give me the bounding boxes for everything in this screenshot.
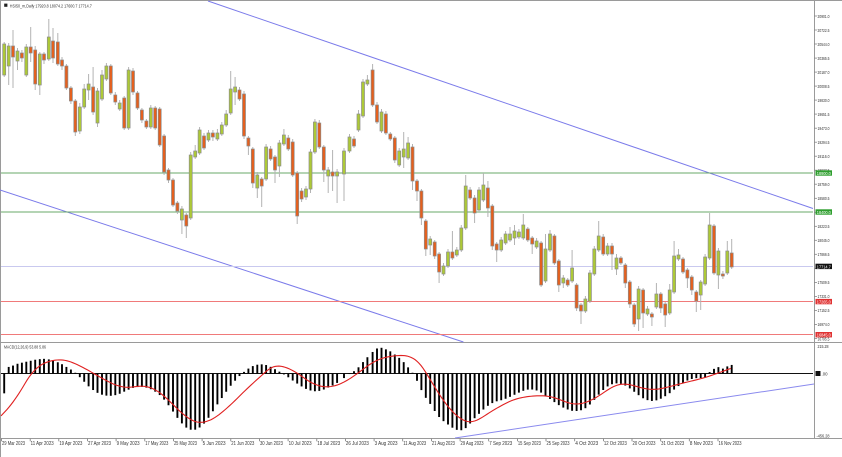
svg-text:16974.0: 16974.0 xyxy=(818,322,830,327)
svg-text:11 Apr 2023: 11 Apr 2023 xyxy=(31,441,54,447)
svg-text:17866.5: 17866.5 xyxy=(818,252,830,257)
svg-text:8 Nov 2023: 8 Nov 2023 xyxy=(690,441,713,447)
svg-text:19473.0: 19473.0 xyxy=(818,126,830,131)
svg-text:11 Aug 2023: 11 Aug 2023 xyxy=(403,441,426,447)
svg-text:17152.5: 17152.5 xyxy=(818,308,830,313)
svg-text:31 Oct 2023: 31 Oct 2023 xyxy=(661,441,684,447)
svg-text:19 Apr 2023: 19 Apr 2023 xyxy=(59,441,82,447)
svg-text:21 Aug 2023: 21 Aug 2023 xyxy=(432,441,455,447)
svg-text:29 Aug 2023: 29 Aug 2023 xyxy=(461,441,484,447)
svg-text:18900.0: 18900.0 xyxy=(817,171,831,176)
svg-text:20901.0: 20901.0 xyxy=(818,14,830,19)
svg-text:17 May 2023: 17 May 2023 xyxy=(145,441,168,447)
svg-text:17331.0: 17331.0 xyxy=(818,294,830,299)
svg-text:20008.5: 20008.5 xyxy=(818,84,830,89)
svg-text:.00: .00 xyxy=(822,372,828,377)
svg-text:20722.5: 20722.5 xyxy=(818,28,830,33)
svg-text:HSI50_m,Daily 17920.8 18074.2: HSI50_m,Daily 17920.8 18074.2 17600.7 17… xyxy=(10,4,92,9)
svg-text:16795.5: 16795.5 xyxy=(818,336,830,341)
svg-text:4 Oct 2023: 4 Oct 2023 xyxy=(575,441,598,447)
svg-text:-456.28: -456.28 xyxy=(817,433,830,438)
svg-text:18580.5: 18580.5 xyxy=(818,196,830,201)
svg-text:19830.0: 19830.0 xyxy=(818,98,830,103)
svg-text:30 Jun 2023: 30 Jun 2023 xyxy=(260,441,283,447)
svg-text:19116.0: 19116.0 xyxy=(818,154,830,159)
svg-text:7 Sep 2023: 7 Sep 2023 xyxy=(489,441,512,447)
svg-text:18045.0: 18045.0 xyxy=(818,238,830,243)
svg-text:9 May 2023: 9 May 2023 xyxy=(117,441,140,447)
svg-text:16845.0: 16845.0 xyxy=(817,333,831,338)
svg-text:29 Mar 2023: 29 Mar 2023 xyxy=(2,441,25,447)
svg-text:18400.0: 18400.0 xyxy=(817,210,831,215)
svg-text:18223.5: 18223.5 xyxy=(818,224,830,229)
svg-text:215.28: 215.28 xyxy=(818,344,829,349)
svg-text:12 Oct 2023: 12 Oct 2023 xyxy=(604,441,627,447)
svg-text:10 Jul 2023: 10 Jul 2023 xyxy=(289,441,312,447)
svg-text:16 Nov 2023: 16 Nov 2023 xyxy=(719,441,742,447)
svg-text:27 Apr 2023: 27 Apr 2023 xyxy=(88,441,111,447)
svg-text:17509.5: 17509.5 xyxy=(818,280,830,285)
svg-text:20 Oct 2023: 20 Oct 2023 xyxy=(633,441,656,447)
svg-text:18759.0: 18759.0 xyxy=(818,182,830,187)
svg-text:21 Jun 2023: 21 Jun 2023 xyxy=(231,441,254,447)
svg-text:19294.5: 19294.5 xyxy=(818,140,830,145)
svg-text:20187.0: 20187.0 xyxy=(818,70,830,75)
svg-text:20365.5: 20365.5 xyxy=(818,56,830,61)
svg-text:MACD(12,26,9) 53.88 5.86: MACD(12,26,9) 53.88 5.86 xyxy=(4,345,46,350)
svg-text:26 Jul 2023: 26 Jul 2023 xyxy=(346,441,369,447)
svg-text:17265.0: 17265.0 xyxy=(817,300,831,305)
svg-text:18 Jul 2023: 18 Jul 2023 xyxy=(317,441,340,447)
svg-text:25 Sep 2023: 25 Sep 2023 xyxy=(547,441,570,447)
svg-text:3 Aug 2023: 3 Aug 2023 xyxy=(375,441,398,447)
svg-text:20544.0: 20544.0 xyxy=(818,42,830,47)
svg-text:25 May 2023: 25 May 2023 xyxy=(174,441,197,447)
svg-text:19651.5: 19651.5 xyxy=(818,112,830,117)
svg-text:17714.7: 17714.7 xyxy=(817,264,831,269)
svg-text:15 Sep 2023: 15 Sep 2023 xyxy=(518,441,541,447)
svg-text:5 Jun 2023: 5 Jun 2023 xyxy=(203,441,226,447)
